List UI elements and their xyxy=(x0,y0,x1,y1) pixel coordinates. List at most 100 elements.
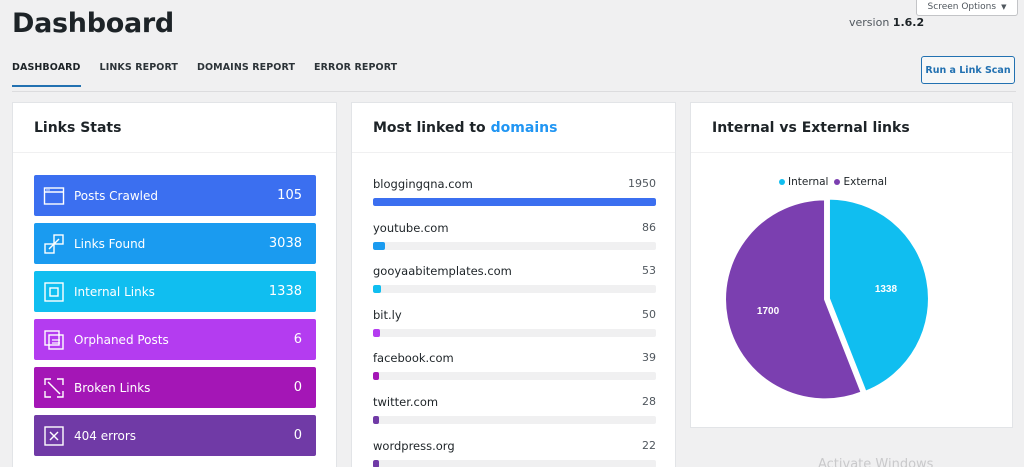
screen-options-button[interactable]: Screen Options ▼ xyxy=(916,0,1018,16)
legend-swatch xyxy=(834,179,841,185)
page-title: Dashboard xyxy=(12,8,174,39)
domain-bar-track xyxy=(373,372,656,381)
version-prefix: version xyxy=(849,16,890,29)
domain-name: gooyaabitemplates.com xyxy=(373,264,512,279)
legend-swatch xyxy=(779,179,785,185)
domains-title-link[interactable]: domains xyxy=(490,119,558,136)
stat-value: 105 xyxy=(277,188,302,203)
links-stats-title: Links Stats xyxy=(13,103,336,153)
domain-bar-fill xyxy=(373,198,656,206)
domain-name: bloggingqna.com xyxy=(373,177,473,191)
domain-count: 50 xyxy=(642,307,656,321)
domain-row-header: bit.ly 50 xyxy=(373,308,656,322)
domain-row-header: facebook.com 39 xyxy=(373,351,656,365)
domain-bar-fill xyxy=(373,459,379,467)
domain-row[interactable]: bit.ly 50 xyxy=(373,308,656,352)
stat-value: 6 xyxy=(293,332,302,347)
domain-bar-track xyxy=(373,241,656,250)
screen-options-label: Screen Options xyxy=(927,2,997,12)
most-linked-domains-card: Most linked to domains bloggingqna.com 19… xyxy=(351,102,676,467)
domain-bar-fill xyxy=(373,241,386,250)
stats-list: Posts Crawled 105 Links Found 3038 Inter… xyxy=(34,175,316,463)
stat-value: 3038 xyxy=(268,236,302,251)
legend-item-internal[interactable]: Internal xyxy=(779,176,828,188)
stat-internal-links[interactable]: Internal Links 1338 xyxy=(34,271,316,312)
stat-label: Posts Crawled xyxy=(74,188,158,203)
broken-link-icon xyxy=(43,377,65,399)
domain-bar-track xyxy=(373,328,656,337)
tab-dashboard[interactable]: DASHBOARD xyxy=(12,62,81,87)
stat-label: 404 errors xyxy=(74,428,137,443)
domain-bar-fill xyxy=(373,415,379,424)
domain-row-header: bloggingqna.com 1950 xyxy=(373,177,656,191)
domain-row-header: youtube.com 86 xyxy=(373,221,656,235)
run-link-scan-button[interactable]: Run a Link Scan xyxy=(921,56,1015,84)
domain-name: bit.ly xyxy=(373,307,402,322)
domain-name: facebook.com xyxy=(373,351,454,366)
domain-count: 1950 xyxy=(628,177,656,190)
domain-row[interactable]: wordpress.org 22 xyxy=(373,439,656,467)
internal-external-card: Internal vs External links Internal Exte… xyxy=(690,102,1013,428)
pie-slice-external[interactable] xyxy=(724,198,863,401)
domain-bar-track xyxy=(373,285,656,294)
stat-label: Orphaned Posts xyxy=(74,332,169,347)
stat-value: 0 xyxy=(293,380,302,395)
tab-links-report[interactable]: LINKS REPORT xyxy=(99,62,179,73)
domain-row[interactable]: bloggingqna.com 1950 xyxy=(373,177,656,221)
domains-card-title: Most linked to domains xyxy=(352,103,675,153)
links-stats-card: Links Stats Posts Crawled 105 Links Foun… xyxy=(12,102,337,467)
stat-orphaned-posts[interactable]: Orphaned Posts 6 xyxy=(34,319,316,360)
legend-label: Internal xyxy=(788,176,829,188)
domain-row[interactable]: gooyaabitemplates.com 53 xyxy=(373,264,656,308)
activate-windows-watermark: Activate Windows xyxy=(818,457,934,467)
window-icon xyxy=(43,185,65,207)
stat-label: Internal Links xyxy=(74,284,155,299)
domain-count: 53 xyxy=(642,264,656,278)
tab-domains-report[interactable]: DOMAINS REPORT xyxy=(197,62,296,73)
stat-label: Links Found xyxy=(74,236,146,251)
domain-row[interactable]: facebook.com 39 xyxy=(373,351,656,395)
pie-slice-internal[interactable] xyxy=(827,197,930,394)
stat-value: 1338 xyxy=(268,284,302,299)
domain-list: bloggingqna.com 1950 youtube.com 86 gooyaabi… xyxy=(373,177,656,467)
caret-down-icon: ▼ xyxy=(1001,3,1007,11)
domain-name: twitter.com xyxy=(373,394,439,409)
domain-bar-fill xyxy=(373,372,379,381)
stat-posts-crawled[interactable]: Posts Crawled 105 xyxy=(34,175,316,216)
domains-title-prefix: Most linked to xyxy=(373,119,486,136)
domain-row-header: gooyaabitemplates.com 53 xyxy=(373,264,656,278)
domain-name: youtube.com xyxy=(373,220,449,235)
tabs-divider xyxy=(12,91,1016,92)
x-box-icon xyxy=(43,425,65,447)
domain-count: 28 xyxy=(642,394,656,408)
stat-links-found[interactable]: Links Found 3038 xyxy=(34,223,316,264)
link-resize-icon xyxy=(43,233,65,255)
pie-value-label: 1338 xyxy=(875,284,898,295)
tab-error-report[interactable]: ERROR REPORT xyxy=(314,62,398,73)
tab-bar: DASHBOARD LINKS REPORT DOMAINS REPORT ER… xyxy=(12,62,416,87)
domain-bar-track xyxy=(373,198,656,206)
domain-bar-track xyxy=(373,459,656,467)
domain-count: 86 xyxy=(642,220,656,234)
stat-404-errors[interactable]: 404 errors 0 xyxy=(34,415,316,456)
domain-row[interactable]: twitter.com 28 xyxy=(373,395,656,439)
stat-broken-links[interactable]: Broken Links 0 xyxy=(34,367,316,408)
domain-row[interactable]: youtube.com 86 xyxy=(373,221,656,265)
domain-row-header: wordpress.org 22 xyxy=(373,439,656,453)
domain-bar-track xyxy=(373,415,656,424)
pages-icon xyxy=(43,329,65,351)
domain-count: 39 xyxy=(642,351,656,365)
domain-name: wordpress.org xyxy=(373,438,455,453)
pie-card-title: Internal vs External links xyxy=(691,103,1012,153)
domain-count: 22 xyxy=(642,438,656,452)
pie-chart: 1338 1700 xyxy=(724,197,930,401)
legend-label: External xyxy=(843,176,888,188)
domain-bar-fill xyxy=(373,328,381,337)
domain-bar-fill xyxy=(373,285,381,294)
pie-legend: Internal External xyxy=(779,176,887,188)
version-number: 1.6.2 xyxy=(892,16,925,29)
legend-item-external[interactable]: External xyxy=(834,176,887,188)
version-label: version 1.6.2 xyxy=(849,16,924,29)
stat-label: Broken Links xyxy=(74,380,151,395)
domain-row-header: twitter.com 28 xyxy=(373,395,656,409)
